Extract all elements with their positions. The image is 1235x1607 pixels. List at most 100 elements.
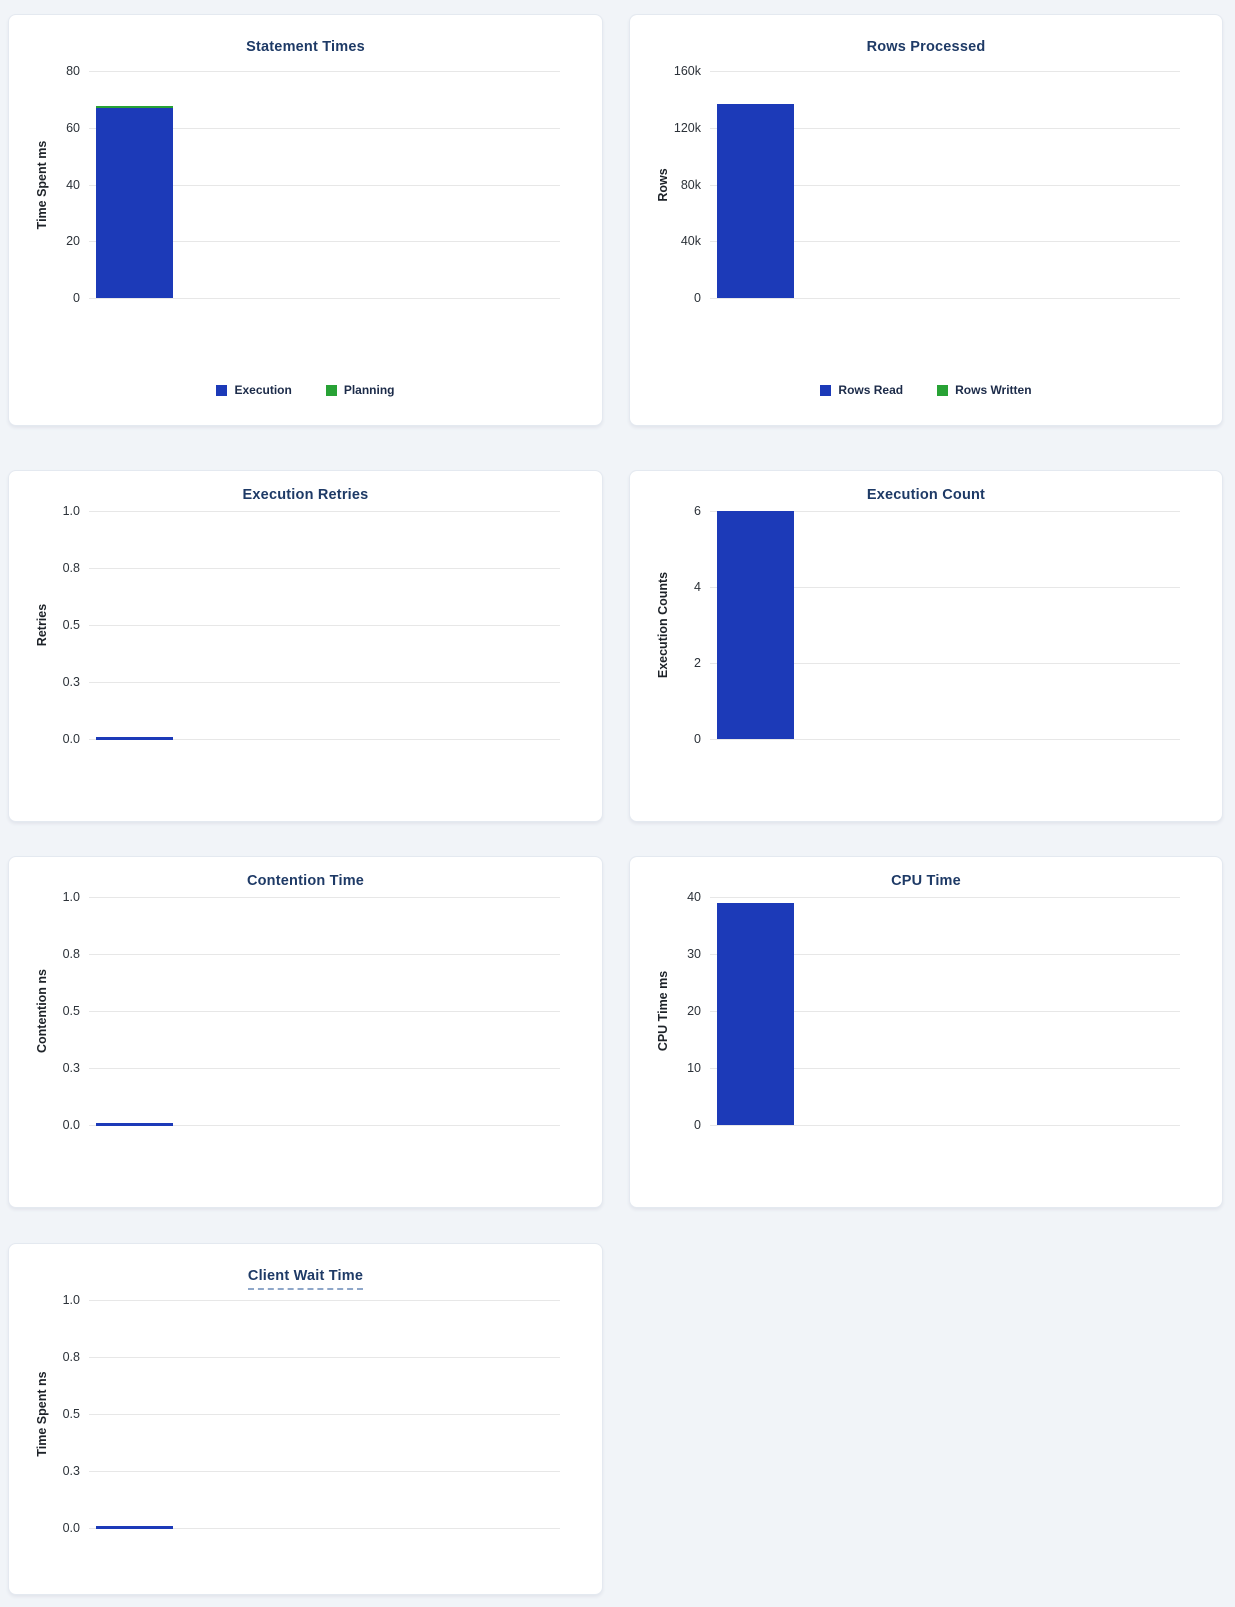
gridline xyxy=(710,1068,1180,1069)
panel-statement-times: Statement Times Time Spent ms 80 60 40 20 0 … xyxy=(8,14,603,426)
y-tick-label: 0.5 xyxy=(62,1004,80,1018)
gridline xyxy=(89,897,560,898)
y-tick-label: 0.8 xyxy=(62,561,80,575)
y-tick-label: 40k xyxy=(680,234,701,249)
zero-value-bar[interactable] xyxy=(96,1123,173,1126)
y-axis-label: Rows xyxy=(656,167,670,202)
plot-area: 1.0 0.8 0.5 0.3 0.0 xyxy=(63,890,560,1132)
gridline xyxy=(710,739,1180,740)
y-axis-label: Contention ns xyxy=(35,968,49,1054)
zero-value-bar[interactable] xyxy=(96,737,173,740)
y-tick-label: 10 xyxy=(687,1061,701,1075)
plot-area: 160k 120k 80k 40k 0 xyxy=(674,64,1180,305)
gridline xyxy=(89,127,560,129)
y-tick-label: 120k xyxy=(673,120,701,135)
bar-segment-planning xyxy=(96,105,173,108)
gridline xyxy=(710,954,1180,955)
y-axis-label: Time Spent ms xyxy=(35,140,49,229)
legend-swatch xyxy=(937,384,949,396)
y-tick-label: 160k xyxy=(673,64,701,78)
panel-rows-processed: Rows Processed Rows 160k 120k 80k 40k 0 Rows… xyxy=(629,14,1223,426)
y-tick-label: 0 xyxy=(73,291,80,305)
y-axis-label: Execution Counts xyxy=(656,571,670,679)
chart-title-tooltip-trigger[interactable]: Client Wait Time xyxy=(247,1268,364,1290)
chart-title: Contention Time xyxy=(246,873,365,889)
plot-area: 80 60 40 20 0 xyxy=(66,64,560,305)
gridline xyxy=(89,1300,560,1301)
gridline xyxy=(89,1471,560,1472)
legend: Execution Planning xyxy=(9,383,602,397)
plot-wrap: Execution Counts 6 4 2 0 xyxy=(656,504,1180,746)
panel-execution-count: Execution Count Execution Counts 6 4 2 0 xyxy=(629,470,1223,822)
chart-title: Client Wait Time xyxy=(9,1268,602,1290)
legend-swatch xyxy=(820,384,832,396)
gridline xyxy=(710,586,1180,588)
y-tick-label: 40 xyxy=(687,890,701,904)
y-tick-label: 60 xyxy=(66,120,80,135)
y-tick-label: 1.0 xyxy=(62,890,80,904)
legend-label: Rows Written xyxy=(955,383,1032,397)
y-axis-label: Retries xyxy=(35,603,49,647)
y-tick-label: 0 xyxy=(694,291,701,305)
y-tick-label: 2 xyxy=(694,655,701,670)
legend-label: Rows Read xyxy=(838,383,904,397)
chart-title: CPU Time xyxy=(891,873,961,889)
gridline xyxy=(710,897,1180,898)
y-tick-label: 0.3 xyxy=(62,675,80,689)
y-axis-label: Time Spent ns xyxy=(35,1371,49,1457)
bar-segment-execution-count xyxy=(717,511,794,739)
bar-segment-rows-read xyxy=(717,103,794,298)
legend-item-execution[interactable]: Execution xyxy=(216,383,292,397)
y-tick-label: 0.8 xyxy=(62,1350,80,1364)
y-tick-label: 0 xyxy=(694,732,701,746)
y-tick-label: 0.3 xyxy=(62,1061,80,1075)
plot-wrap: Rows 160k 120k 80k 40k 0 xyxy=(656,64,1180,305)
plot-wrap: Time Spent ns 1.0 0.8 0.5 0.3 0.0 xyxy=(35,1293,560,1535)
chart-title: Statement Times xyxy=(246,39,365,55)
legend-item-rows-written[interactable]: Rows Written xyxy=(937,383,1032,397)
legend-item-planning[interactable]: Planning xyxy=(325,383,395,397)
gridline xyxy=(89,298,560,299)
legend-swatch xyxy=(216,384,228,396)
gridline xyxy=(89,1011,560,1012)
gridline xyxy=(89,241,560,243)
gridline xyxy=(710,127,1180,129)
y-tick-label: 40 xyxy=(66,177,80,192)
y-tick-label: 6 xyxy=(694,504,701,518)
y-tick-label: 0.5 xyxy=(62,1407,80,1421)
gridline xyxy=(89,184,560,186)
panel-cpu-time: CPU Time CPU Time ms 40 30 20 10 0 xyxy=(629,856,1223,1208)
y-tick-label: 80 xyxy=(66,64,80,78)
panel-contention-time: Contention Time Contention ns 1.0 0.8 0.5 0… xyxy=(8,856,603,1208)
plot-area: 1.0 0.8 0.5 0.3 0.0 xyxy=(63,504,560,746)
gridline xyxy=(89,511,560,512)
y-tick-label: 1.0 xyxy=(62,504,80,518)
bar[interactable] xyxy=(96,105,173,298)
gridline xyxy=(89,1528,560,1529)
bar[interactable] xyxy=(717,902,794,1125)
gridline xyxy=(89,1357,560,1358)
zero-value-bar[interactable] xyxy=(96,1526,173,1529)
bar[interactable] xyxy=(717,511,794,739)
plot-wrap: Retries 1.0 0.8 0.5 0.3 0.0 xyxy=(35,504,560,746)
y-tick-label: 0.5 xyxy=(62,618,80,632)
gridline xyxy=(710,662,1180,664)
gridline xyxy=(710,511,1180,512)
gridline xyxy=(710,71,1180,72)
y-tick-label: 0.0 xyxy=(62,732,80,746)
y-tick-label: 30 xyxy=(687,947,701,961)
gridline xyxy=(710,298,1180,299)
gridline xyxy=(89,1068,560,1069)
gridline xyxy=(710,184,1180,186)
plot-area: 1.0 0.8 0.5 0.3 0.0 xyxy=(63,1293,560,1535)
legend-item-rows-read[interactable]: Rows Read xyxy=(820,383,903,397)
bar[interactable] xyxy=(717,103,794,298)
gridline xyxy=(89,71,560,72)
gridline xyxy=(89,568,560,569)
gridline xyxy=(710,1011,1180,1012)
panel-client-wait-time: Client Wait Time Time Spent ns 1.0 0.8 0.5… xyxy=(8,1243,603,1595)
plot-wrap: CPU Time ms 40 30 20 10 0 xyxy=(656,890,1180,1132)
y-tick-label: 1.0 xyxy=(62,1293,80,1307)
y-tick-label: 0.3 xyxy=(62,1464,80,1478)
y-tick-label: 20 xyxy=(66,234,80,249)
